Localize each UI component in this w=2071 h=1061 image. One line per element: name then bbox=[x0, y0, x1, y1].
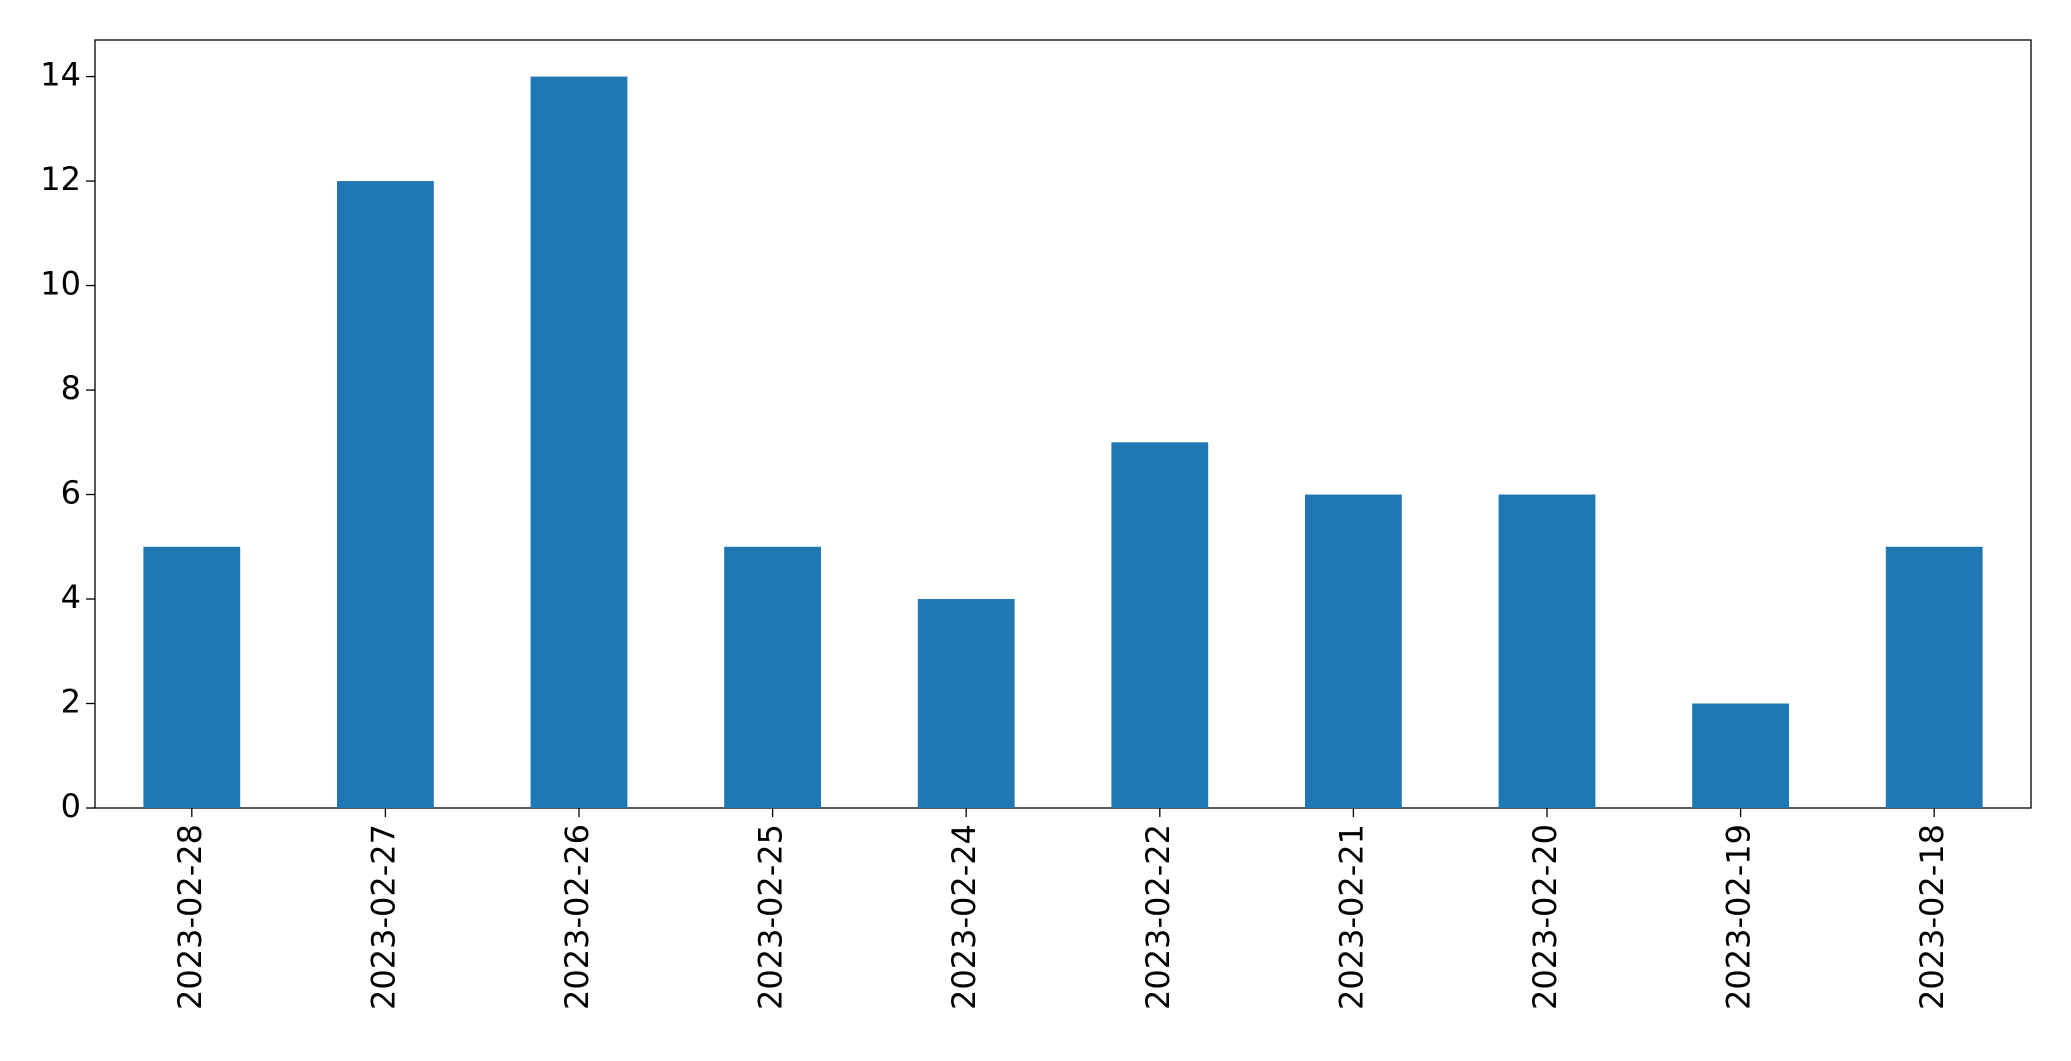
y-tick-label: 6 bbox=[61, 474, 81, 512]
plot-frame bbox=[94, 39, 2032, 809]
x-tick-label: 2023-02-26 bbox=[558, 824, 596, 1010]
y-tick-label: 0 bbox=[61, 787, 81, 825]
x-tick-label: 2023-02-21 bbox=[1332, 824, 1370, 1010]
x-tick-label: 2023-02-18 bbox=[1913, 824, 1951, 1010]
bar bbox=[1692, 703, 1789, 808]
x-tick-label: 2023-02-28 bbox=[171, 824, 209, 1010]
x-tick-label: 2023-02-22 bbox=[1139, 824, 1177, 1010]
y-tick-label: 14 bbox=[40, 56, 81, 94]
bar bbox=[1885, 546, 1983, 808]
x-tick-label: 2023-02-27 bbox=[364, 824, 402, 1010]
x-tick-label: 2023-02-25 bbox=[752, 824, 790, 1010]
x-tick-label: 2023-02-20 bbox=[1526, 824, 1564, 1010]
bar bbox=[917, 599, 1015, 808]
bar bbox=[337, 181, 434, 808]
bar bbox=[1305, 494, 1402, 808]
bar bbox=[143, 546, 241, 808]
y-tick-label: 10 bbox=[40, 265, 81, 303]
y-tick-label: 12 bbox=[40, 160, 81, 198]
y-tick-label: 2 bbox=[61, 683, 81, 721]
y-tick-label: 8 bbox=[61, 369, 81, 407]
bar bbox=[1498, 494, 1596, 808]
x-tick-label: 2023-02-24 bbox=[945, 824, 983, 1010]
x-tick-label: 2023-02-19 bbox=[1720, 824, 1758, 1010]
bar bbox=[724, 546, 821, 808]
bar bbox=[1111, 442, 1209, 808]
bar bbox=[530, 76, 628, 809]
y-tick-label: 4 bbox=[61, 578, 81, 616]
